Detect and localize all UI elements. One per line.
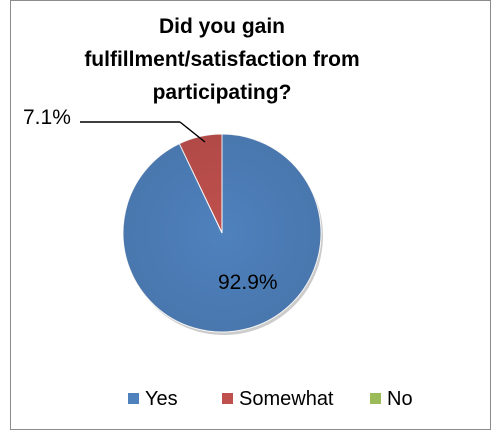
legend-swatch-no: [370, 393, 381, 404]
data-label-somewhat: 7.1%: [23, 106, 71, 129]
data-label-yes: 92.9%: [218, 271, 278, 294]
pie-chart: Did you gain fulfillment/satisfaction fr…: [23, 15, 413, 410]
leader-line-diagonal: [179, 121, 206, 143]
pie-shading: [123, 134, 321, 332]
legend-label-yes: Yes: [145, 388, 178, 410]
pie-slices: [122, 133, 322, 333]
chart-title-line-3: participating?: [153, 81, 292, 104]
chart-title-line-2: fulfillment/satisfaction from: [84, 48, 359, 71]
legend: Yes Somewhat No: [128, 388, 413, 410]
chart-title-line-1: Did you gain: [159, 15, 285, 38]
legend-swatch-somewhat: [222, 393, 233, 404]
legend-label-somewhat: Somewhat: [239, 388, 334, 410]
legend-swatch-yes: [128, 393, 139, 404]
legend-label-no: No: [387, 388, 413, 410]
